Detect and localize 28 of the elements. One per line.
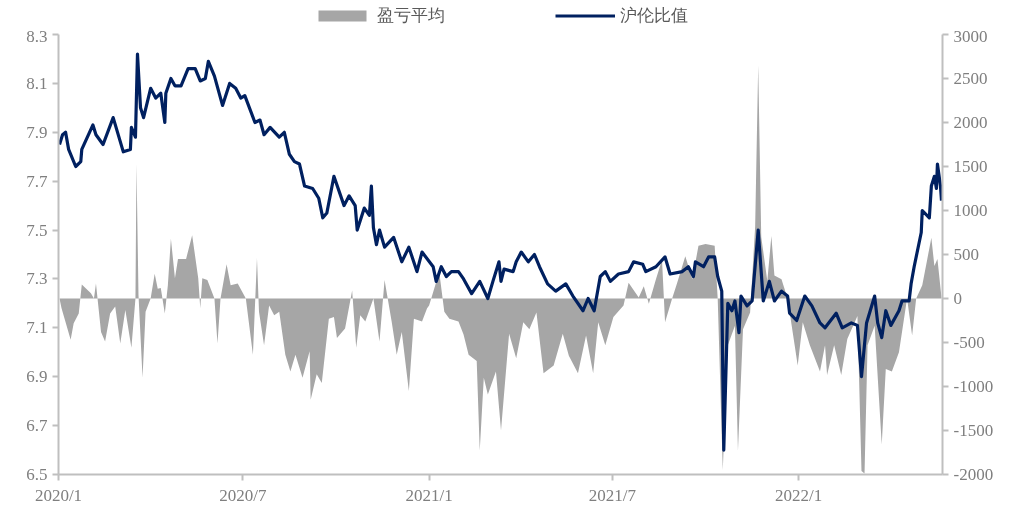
y2-tick-label: 2000 [953,113,988,132]
y-tick-label: 7.3 [26,269,48,289]
y-tick-label: 7.9 [26,122,48,142]
y2-tick-label: 500 [953,245,979,264]
y2-tick-label: 3000 [953,26,988,46]
y-tick-label: 7.7 [26,171,48,191]
y2-tick-label: -2000 [953,465,994,484]
x-tick-label: 2020/7 [219,485,267,505]
y-tick-label: 6.7 [26,416,48,436]
y2-tick-label: 2500 [953,69,988,88]
y-tick-label: 8.1 [26,73,48,93]
y-tick-label: 6.5 [26,465,48,484]
y-tick-label: 7.1 [26,318,48,338]
y2-tick-label: 1500 [953,157,988,176]
x-tick-label: 2020/1 [34,485,83,505]
x-tick-label: 2022/1 [775,485,823,505]
y2-tick-label: -1000 [953,377,994,396]
y2-tick-label: -1500 [953,421,994,440]
x-tick-label: 2021/7 [588,485,637,505]
y2-tick-label: 0 [953,289,962,308]
y-tick-label: 6.9 [26,367,48,387]
y2-tick-label: -500 [953,333,985,352]
legend-label: 盈亏平均 [377,4,445,27]
y-tick-label: 7.5 [26,220,48,240]
y-tick-label: 8.3 [26,26,48,46]
x-tick-label: 2021/1 [405,485,453,505]
legend-label: 沪伦比值 [620,4,688,27]
y2-tick-label: 1000 [953,201,988,220]
